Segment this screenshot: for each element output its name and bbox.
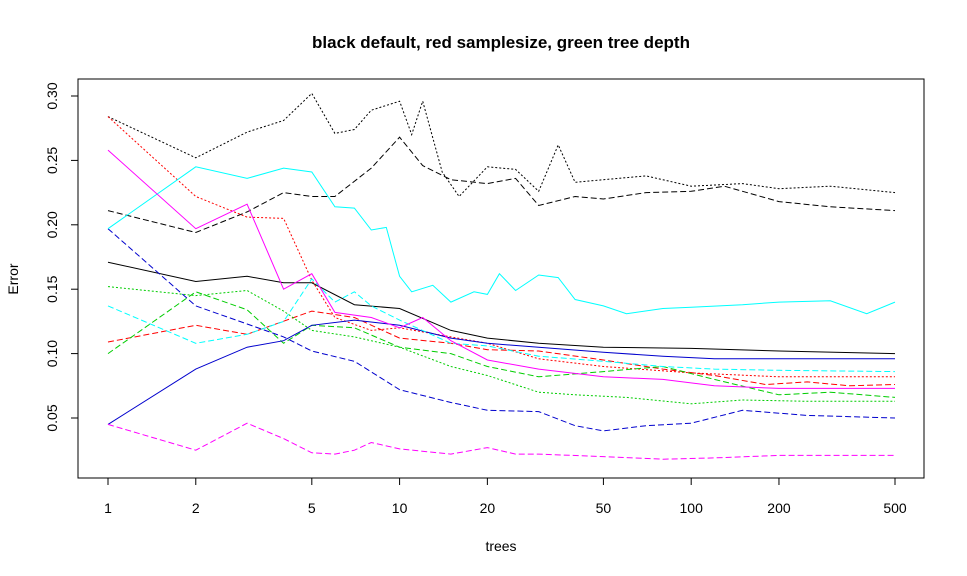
x-tick-label: 20	[480, 500, 496, 516]
y-tick-label: 0.05	[44, 404, 60, 431]
x-tick-label: 500	[883, 500, 907, 516]
x-tick-label: 2	[192, 500, 200, 516]
x-tick-label: 50	[596, 500, 612, 516]
series-line-5	[107, 291, 896, 398]
plot-frame	[77, 78, 925, 479]
y-tick-label: 0.30	[44, 82, 60, 109]
series-layer	[107, 92, 896, 460]
series-line-2	[107, 92, 896, 198]
x-tick-label: 1	[104, 500, 112, 516]
x-axis-label: trees	[485, 538, 516, 554]
y-tick-label: 0.20	[44, 211, 60, 238]
x-tick-label: 10	[392, 500, 408, 516]
series-line-9	[107, 166, 896, 315]
y-tick-label: 0.10	[44, 340, 60, 367]
x-axis: 1 2 5 10 20 50 100 200 500	[104, 477, 907, 516]
series-line-11	[107, 149, 895, 389]
series-line-12	[107, 422, 895, 460]
x-tick-label: 5	[308, 500, 316, 516]
series-line-1	[107, 136, 896, 234]
series-line-8	[107, 228, 896, 432]
series-line-6	[107, 286, 895, 405]
series-line-10	[107, 278, 896, 373]
series-line-7	[107, 319, 895, 425]
y-tick-label: 0.15	[44, 275, 60, 302]
y-axis-label: Error	[5, 263, 21, 294]
y-axis: 0.05 0.10 0.15 0.20 0.25 0.30	[44, 82, 79, 432]
x-tick-label: 100	[680, 500, 704, 516]
x-tick-label: 200	[767, 500, 791, 516]
chart-title: black default, red samplesize, green tre…	[312, 33, 690, 52]
y-tick-label: 0.25	[44, 147, 60, 174]
